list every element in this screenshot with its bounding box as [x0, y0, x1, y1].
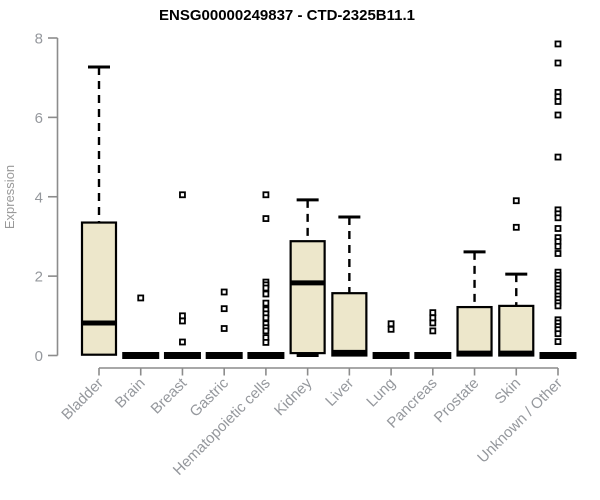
- x-category-label: Kidney: [271, 374, 316, 419]
- outlier-point: [512, 197, 520, 205]
- outlier-point: [429, 327, 437, 335]
- outlier-point: [179, 317, 186, 325]
- outlier-point: [554, 59, 562, 67]
- box-group-pancreas: [414, 309, 452, 359]
- y-tick-label: 8: [35, 31, 43, 48]
- outlier-point: [554, 302, 562, 310]
- outlier-point: [387, 325, 395, 333]
- x-category-label: Skin: [491, 375, 524, 408]
- outlier-point: [554, 153, 562, 161]
- iqr-box: [331, 292, 368, 357]
- outlier-point: [220, 325, 228, 332]
- outlier-point: [554, 40, 562, 48]
- x-category-label: Bladder: [58, 375, 107, 424]
- box-group-lung: [372, 320, 410, 359]
- outlier-point: [554, 214, 562, 222]
- outlier-point: [554, 111, 562, 119]
- outlier-point: [554, 242, 562, 250]
- chart-title: ENSG00000249837 - CTD-2325B11.1: [159, 7, 415, 24]
- outlier-point: [429, 319, 437, 327]
- outlier-point: [220, 288, 228, 296]
- outlier-point: [387, 320, 395, 328]
- x-category-label: Breast: [148, 374, 191, 417]
- box-group-breast: [163, 191, 201, 359]
- y-axis-title: Expression: [2, 165, 17, 229]
- outlier-point: [554, 98, 562, 105]
- outlier-point: [262, 191, 270, 199]
- x-category-label: Prostate: [431, 375, 483, 427]
- outlier-point: [262, 284, 270, 292]
- iqr-box: [80, 221, 118, 356]
- outlier-point: [179, 338, 186, 346]
- box-group-gastric: [205, 288, 243, 359]
- flat-box: [372, 352, 410, 359]
- outlier-point: [512, 223, 520, 231]
- y-tick-label: 2: [35, 269, 43, 286]
- iqr-box: [456, 305, 493, 357]
- flat-box: [122, 352, 160, 359]
- y-tick-label: 0: [35, 348, 43, 365]
- outlier-point: [179, 312, 186, 320]
- x-category-label: Liver: [322, 375, 357, 410]
- flat-box: [539, 352, 577, 359]
- outlier-point: [262, 339, 270, 346]
- flat-box: [414, 352, 452, 359]
- outlier-point: [262, 314, 270, 322]
- outlier-point: [220, 305, 228, 313]
- box-group-liver: [331, 215, 368, 357]
- flat-box: [163, 352, 201, 359]
- box-group-unknown-other: [539, 40, 577, 359]
- outlier-point: [554, 338, 562, 346]
- box-group-skin: [498, 197, 535, 357]
- box-group-brain: [122, 294, 160, 359]
- box-group-kidney: [289, 198, 326, 357]
- x-category-label: Brain: [112, 375, 149, 412]
- outlier-point: [179, 191, 186, 199]
- box-group-hematopoietic-cells: [247, 191, 285, 359]
- outlier-point: [262, 299, 270, 307]
- outlier-point: [554, 330, 562, 338]
- outlier-point: [554, 225, 562, 232]
- x-category-label: Lung: [363, 375, 399, 411]
- flat-box: [247, 352, 285, 359]
- outlier-point: [429, 314, 437, 322]
- outlier-point: [262, 215, 270, 222]
- iqr-box: [498, 304, 535, 357]
- box-group-prostate: [456, 250, 493, 357]
- outlier-point: [262, 327, 270, 335]
- outlier-point: [429, 309, 437, 317]
- outlier-point: [137, 294, 145, 302]
- iqr-box: [289, 240, 326, 355]
- outlier-point: [262, 290, 270, 298]
- y-tick-label: 6: [35, 110, 43, 127]
- boxes-layer: [80, 40, 577, 359]
- box-group-bladder: [80, 65, 118, 356]
- y-tick-label: 4: [35, 189, 43, 206]
- outlier-point: [554, 250, 562, 257]
- flat-box: [205, 352, 243, 359]
